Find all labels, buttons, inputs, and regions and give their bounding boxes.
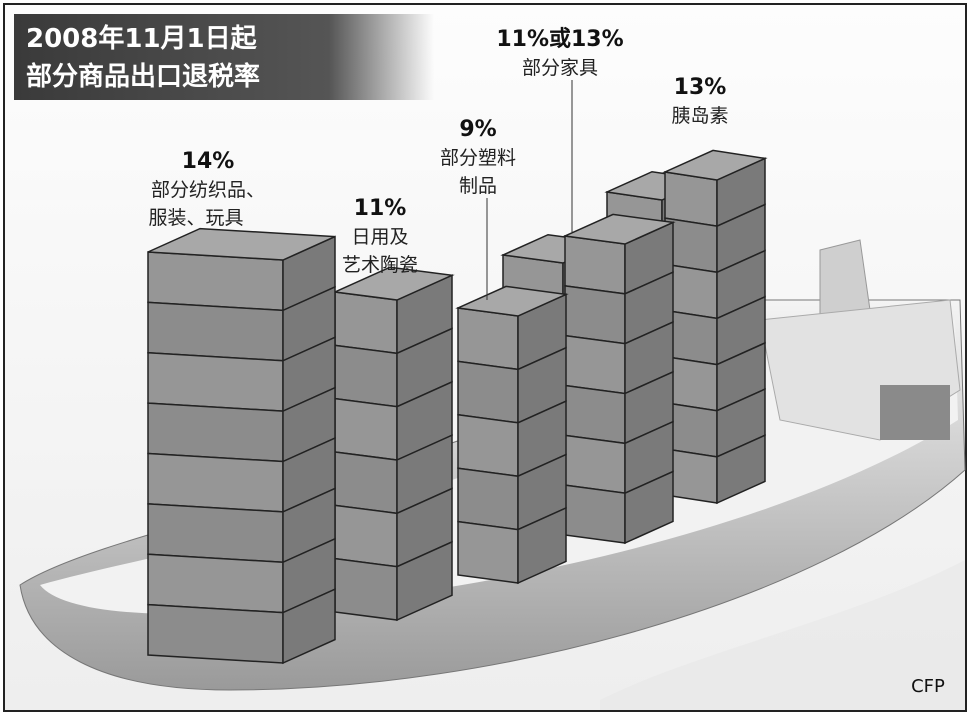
item-label: 艺术陶瓷 xyxy=(342,254,418,276)
container-front xyxy=(564,284,626,345)
container-side xyxy=(396,540,453,622)
container-front xyxy=(147,452,284,513)
title-line: 2008年11月1日起 xyxy=(26,23,258,54)
container-front xyxy=(457,520,519,584)
container-front xyxy=(334,557,398,621)
container-side xyxy=(517,506,567,585)
container-front xyxy=(457,360,519,424)
container-front xyxy=(564,334,626,395)
container-front xyxy=(334,344,398,408)
container-front xyxy=(334,504,398,568)
container-front xyxy=(457,467,519,531)
item-label: 部分塑料 xyxy=(440,147,516,169)
item-label: 胰岛素 xyxy=(671,105,728,127)
container-top xyxy=(562,213,676,245)
item-label: 部分家具 xyxy=(522,57,598,79)
rate: 11% xyxy=(354,196,407,221)
rate: 14% xyxy=(182,149,235,174)
container-front xyxy=(147,351,284,412)
container-front xyxy=(564,384,626,445)
container-front xyxy=(147,503,284,564)
container-front xyxy=(457,307,519,371)
container-stacks xyxy=(147,149,768,665)
ship-window xyxy=(880,385,950,440)
container-front xyxy=(457,413,519,478)
title-box xyxy=(14,14,434,100)
container-front xyxy=(564,484,626,544)
container-top xyxy=(662,149,768,181)
container-front xyxy=(334,397,398,461)
water xyxy=(600,560,965,710)
item-label: 日用及 xyxy=(351,226,408,248)
container-top xyxy=(147,227,336,261)
container-side xyxy=(716,434,766,505)
container-top xyxy=(455,285,569,317)
container-top xyxy=(332,266,455,301)
container-front xyxy=(147,553,284,614)
rate: 11%或13% xyxy=(496,26,623,52)
title-line: 部分商品出口退税率 xyxy=(26,61,260,92)
container-front xyxy=(564,434,626,495)
rate: 9% xyxy=(459,117,496,142)
container-front xyxy=(334,291,398,355)
container-side xyxy=(282,588,336,665)
container-front xyxy=(147,251,284,312)
item-label: 部分纺织品、 xyxy=(151,179,265,201)
container-front xyxy=(147,603,284,664)
container-front xyxy=(664,171,718,228)
credit: CFP xyxy=(911,676,945,697)
container-side xyxy=(624,470,674,545)
rate: 13% xyxy=(674,75,727,100)
container-front xyxy=(147,402,284,463)
container-front xyxy=(564,235,626,295)
item-label: 制品 xyxy=(459,175,497,197)
item-label: 服装、玩具 xyxy=(148,207,243,229)
container-front xyxy=(334,451,398,515)
container-front xyxy=(147,301,284,362)
